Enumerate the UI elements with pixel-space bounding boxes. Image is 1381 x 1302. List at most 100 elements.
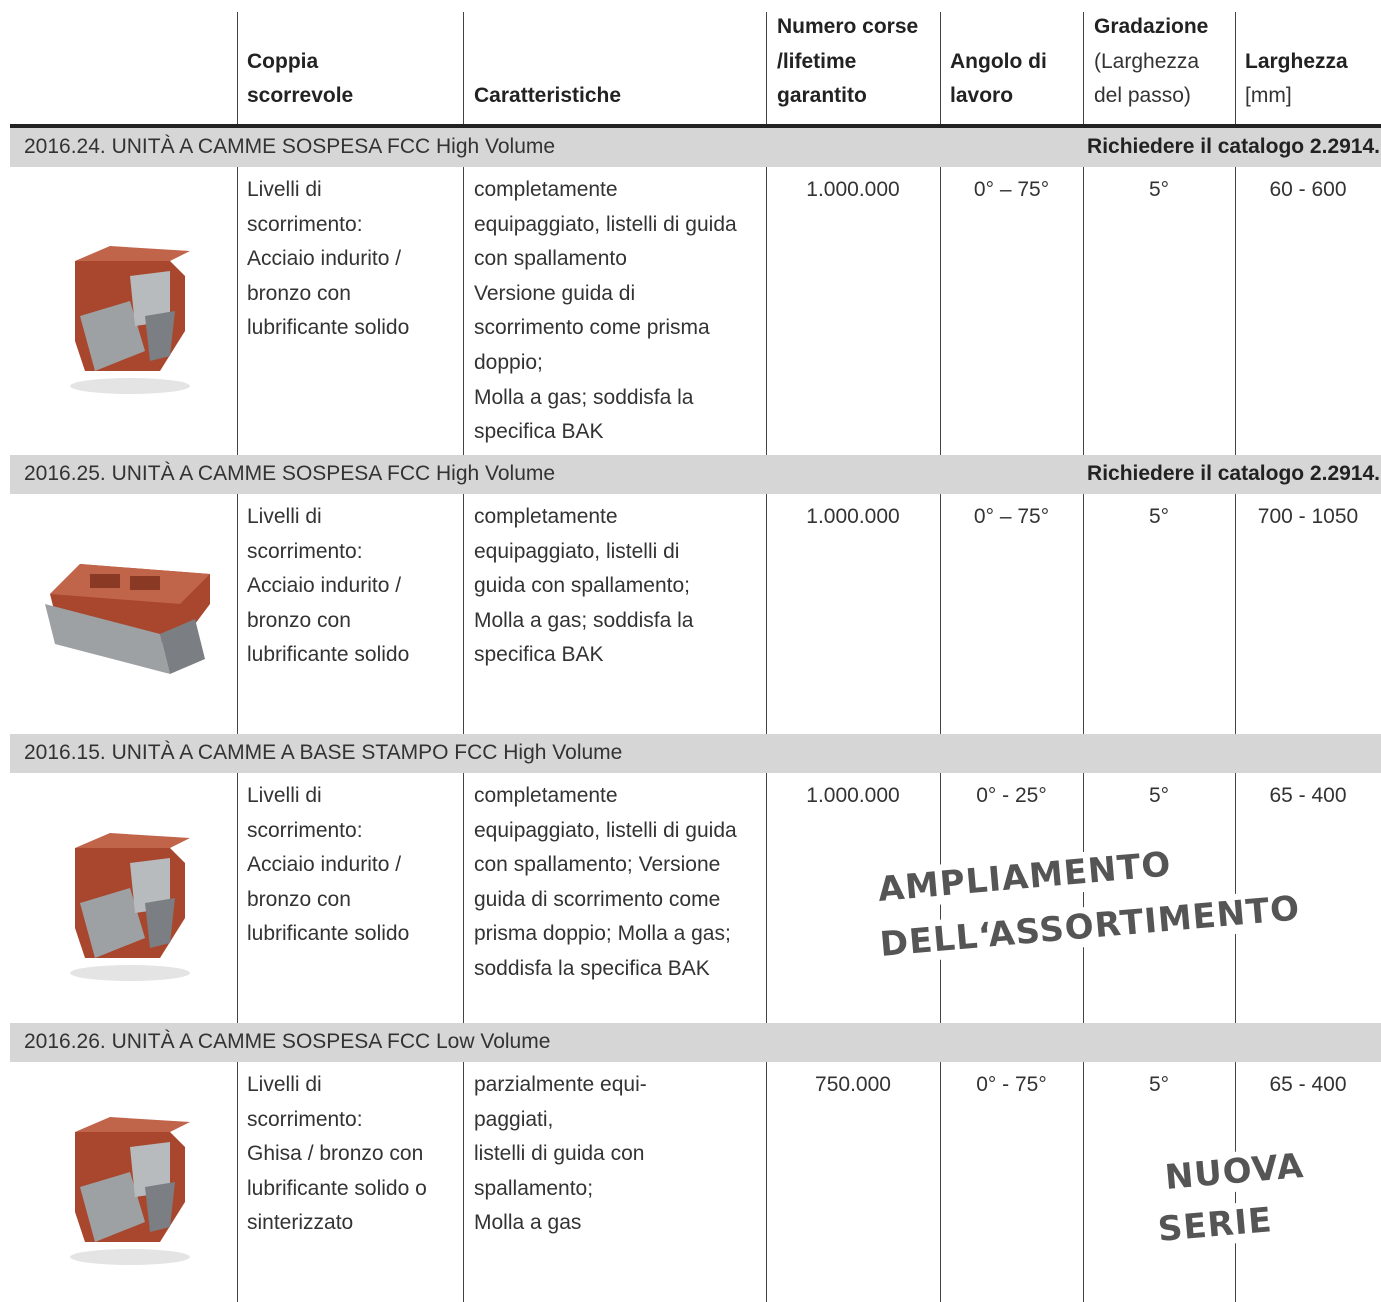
coppia-text: scorrimento: (247, 1107, 363, 1131)
caratteristiche-text: guida con spallamento; (474, 574, 690, 598)
caratteristiche-text: parzialmente equi- (474, 1073, 647, 1096)
product-image (70, 1117, 190, 1265)
column-rule (1083, 773, 1084, 1023)
header-text: garantito (777, 84, 867, 108)
caratteristiche-text: Versione guida di (474, 281, 636, 305)
coppia-text: lubrificante solido (247, 316, 410, 340)
column-rule (463, 773, 464, 1023)
header-text: /lifetime (777, 49, 857, 73)
column-rule (463, 1062, 464, 1302)
header-text: Gradazione (1094, 15, 1209, 39)
larghezza-value: 65 - 400 (1269, 1073, 1347, 1096)
coppia-text: lubrificante solido (247, 922, 410, 946)
coppia-text: scorrimento: (247, 818, 363, 842)
coppia-text: Livelli di (247, 505, 322, 528)
column-rule (463, 167, 464, 455)
coppia-text: Livelli di (247, 1073, 322, 1096)
column-rule (1235, 494, 1236, 734)
product-image (70, 833, 190, 981)
column-rule (766, 167, 767, 455)
coppia-text: sinterizzato (247, 1211, 354, 1235)
section-title: 2016.15. UNITÀ A CAMME A BASE STAMPO FCC… (24, 741, 623, 764)
coppia-text: lubrificante solido (247, 643, 410, 667)
product-image (70, 246, 190, 394)
corse-value: 1.000.000 (806, 505, 900, 528)
coppia-text: bronzo con (247, 608, 351, 632)
angolo-value: 0° – 75° (973, 505, 1050, 528)
gradazione-value: 5° (1148, 1073, 1170, 1096)
column-rule (237, 1062, 238, 1302)
section-bar (10, 455, 1381, 494)
column-rule (940, 167, 941, 455)
section-bar (10, 1023, 1381, 1062)
column-rule (1235, 167, 1236, 455)
section-note: Richiedere il catalogo 2.2914.! (1087, 135, 1381, 158)
column-rule (237, 167, 238, 455)
larghezza-value: 60 - 600 (1269, 178, 1347, 201)
header-text: lavoro (950, 84, 1014, 108)
caratteristiche-text: equipaggiato, listelli di guida (474, 212, 737, 236)
caratteristiche-text: soddisfa la specifica BAK (474, 957, 710, 980)
column-rule (766, 1062, 767, 1302)
column-rule (766, 773, 767, 1023)
column-rule (1083, 494, 1084, 734)
header-text: Angolo di (950, 49, 1047, 73)
stamp-text: SERIE (1156, 1200, 1275, 1250)
column-rule (940, 1062, 941, 1302)
coppia-text: Ghisa / bronzo con (247, 1142, 424, 1166)
caratteristiche-text: equipaggiato, listelli di guida (474, 818, 737, 842)
section-title: 2016.26. UNITÀ A CAMME SOSPESA FCC Low V… (24, 1030, 551, 1053)
section-bar (10, 128, 1381, 167)
caratteristiche-text: con spallamento; Versione (474, 853, 721, 877)
column-rule (1083, 167, 1084, 455)
column-rule (940, 494, 941, 734)
larghezza-value: 700 - 1050 (1257, 505, 1359, 528)
caratteristiche-text: listelli di guida con (474, 1142, 645, 1166)
header-rule (10, 124, 1381, 128)
corse-value: 1.000.000 (806, 784, 900, 807)
angolo-value: 0° - 75° (976, 1073, 1047, 1096)
coppia-text: Acciaio indurito / (247, 574, 402, 598)
caratteristiche-text: specifica BAK (474, 420, 604, 444)
header-text: Caratteristiche (474, 84, 622, 108)
column-rule (1083, 1062, 1084, 1302)
gradazione-value: 5° (1148, 505, 1170, 528)
caratteristiche-text: con spallamento (474, 247, 627, 271)
section-bar (10, 734, 1381, 773)
coppia-text: Acciaio indurito / (247, 853, 402, 877)
column-rule (237, 12, 238, 124)
caratteristiche-text: specifica BAK (474, 643, 604, 667)
caratteristiche-text: prisma doppio; Molla a gas; (474, 922, 731, 946)
coppia-text: Acciaio indurito / (247, 247, 402, 271)
gradazione-value: 5° (1148, 784, 1170, 807)
column-rule (766, 494, 767, 734)
column-rule (463, 12, 464, 124)
stamp-text: NUOVA (1163, 1145, 1306, 1198)
column-rule (1235, 12, 1236, 124)
coppia-text: scorrimento: (247, 539, 363, 563)
caratteristiche-text: Molla a gas; soddisfa la (474, 385, 694, 409)
angolo-value: 0° - 25° (976, 784, 1047, 807)
product-image (45, 564, 210, 674)
caratteristiche-text: Molla a gas; soddisfa la (474, 608, 694, 632)
gradazione-value: 5° (1148, 178, 1170, 201)
column-rule (1083, 12, 1084, 124)
angolo-value: 0° – 75° (973, 178, 1050, 201)
coppia-text: Livelli di (247, 178, 322, 201)
header-text: del passo) (1094, 84, 1191, 108)
coppia-text: lubrificante solido o (247, 1176, 427, 1200)
section-title: 2016.24. UNITÀ A CAMME SOSPESA FCC High … (24, 135, 556, 158)
header-text: scorrevole (247, 84, 354, 108)
column-rule (237, 773, 238, 1023)
coppia-text: Livelli di (247, 784, 322, 807)
larghezza-value: 65 - 400 (1269, 784, 1347, 807)
column-rule (940, 12, 941, 124)
caratteristiche-text: spallamento; (474, 1176, 594, 1200)
column-rule (463, 494, 464, 734)
caratteristiche-text: completamente (474, 784, 618, 807)
header-text: Numero corse (777, 15, 919, 39)
caratteristiche-text: equipaggiato, listelli di (474, 539, 680, 563)
caratteristiche-text: completamente (474, 505, 618, 528)
caratteristiche-text: paggiati, (474, 1107, 554, 1131)
